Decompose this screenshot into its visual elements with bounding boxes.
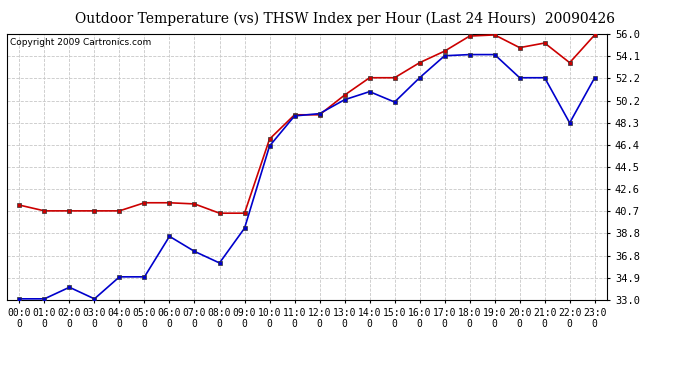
Text: Outdoor Temperature (vs) THSW Index per Hour (Last 24 Hours)  20090426: Outdoor Temperature (vs) THSW Index per … [75, 11, 615, 26]
Text: Copyright 2009 Cartronics.com: Copyright 2009 Cartronics.com [10, 38, 151, 47]
